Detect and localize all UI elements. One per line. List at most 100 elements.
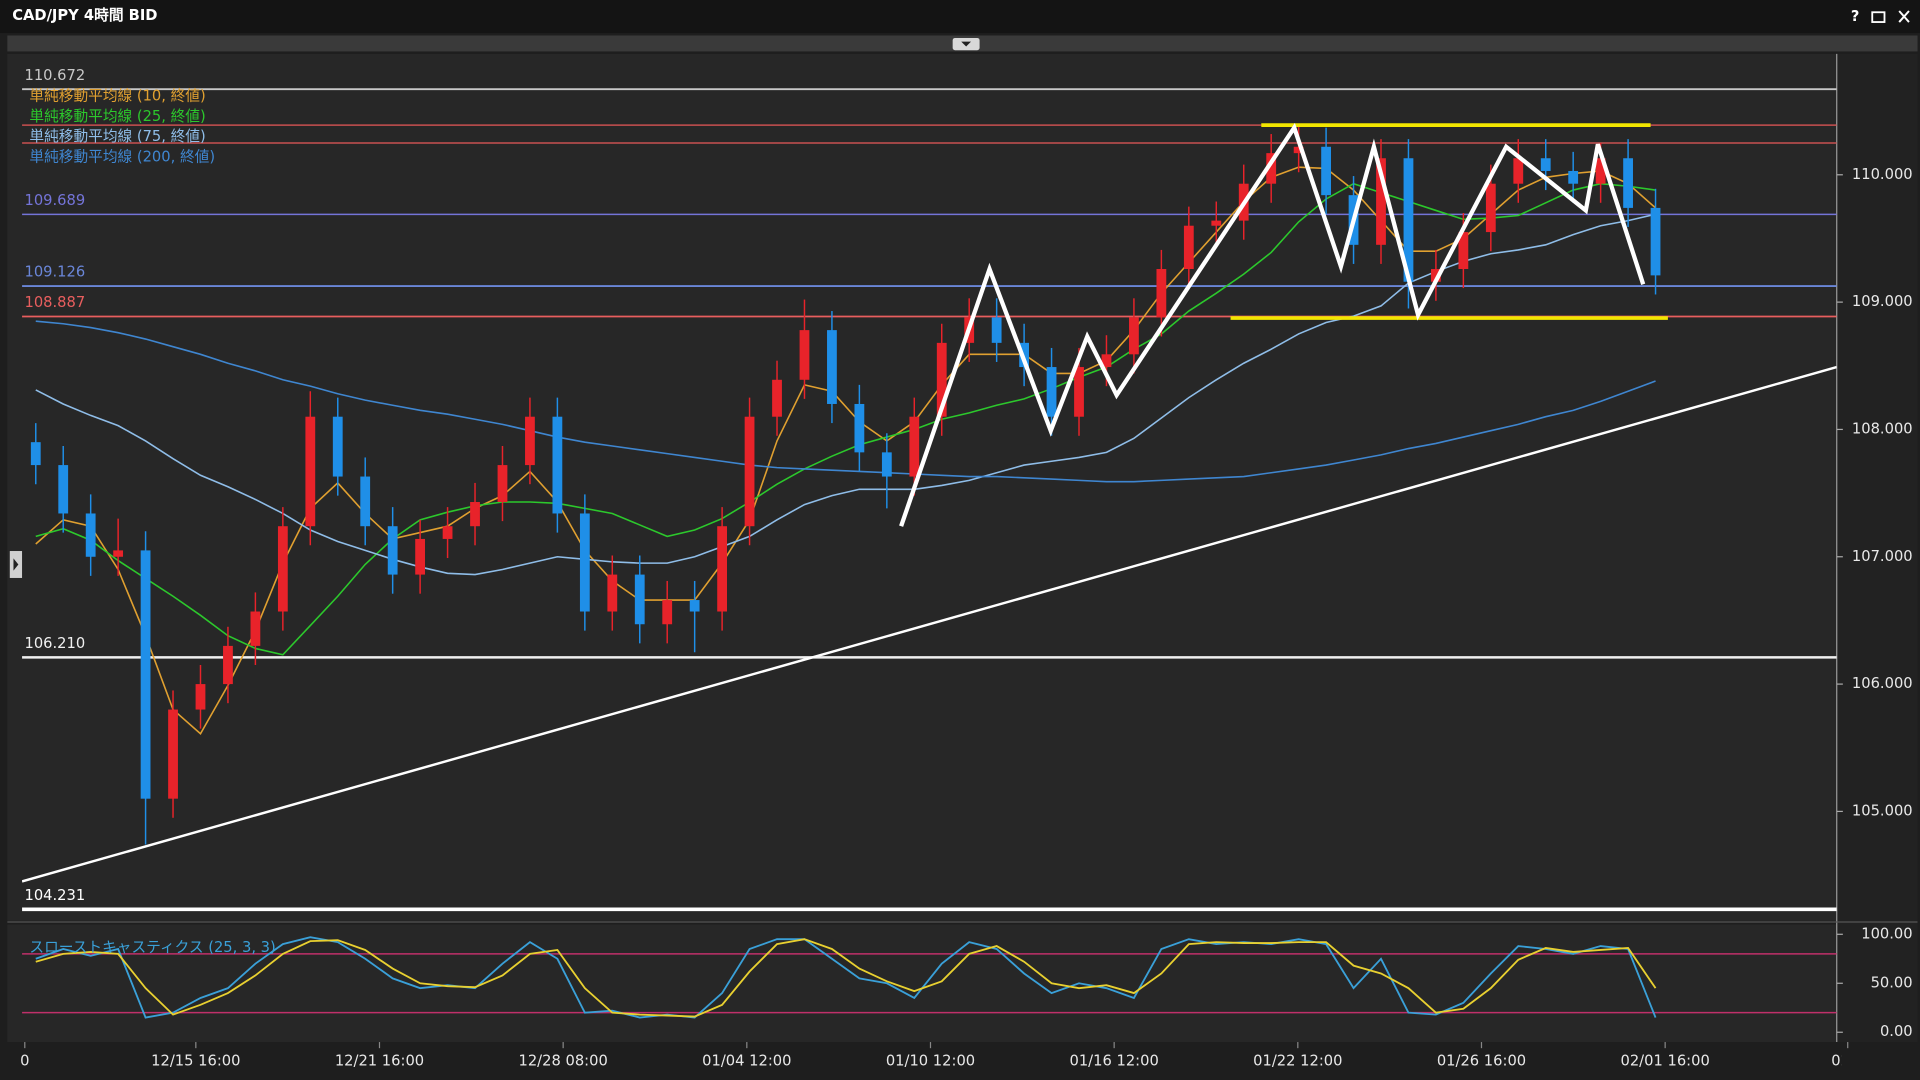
window-title: CAD/JPY 4時間 BID	[12, 6, 157, 24]
y-tick-label: 50.00	[1871, 974, 1913, 991]
help-button[interactable]: ?	[1851, 8, 1860, 25]
candle-body	[195, 684, 206, 710]
maximize-button[interactable]	[1871, 11, 1886, 23]
x-tick-label: 12/21 16:00	[335, 1053, 424, 1070]
candle-body	[85, 513, 96, 557]
y-tick-label: 107.000	[1852, 548, 1913, 565]
moving-average	[35, 320, 1656, 483]
level-label: 110.672	[24, 67, 85, 84]
candle-body	[442, 526, 453, 539]
candle-body	[552, 416, 563, 514]
level-label: 104.231	[24, 887, 85, 904]
stoch-line	[35, 938, 1657, 1018]
candle-body	[579, 513, 590, 612]
candle-body	[1183, 225, 1194, 270]
level-label: 109.689	[24, 192, 85, 209]
candle-body	[30, 442, 41, 466]
candle-body	[827, 330, 837, 404]
drawn-line	[22, 365, 1837, 883]
drawn-line	[899, 122, 1646, 527]
y-tick-label: 110.000	[1852, 166, 1913, 183]
x-tick-label: 01/16 12:00	[1069, 1053, 1158, 1070]
candle-body	[58, 465, 69, 514]
y-tick-label: 0.00	[1880, 1023, 1913, 1040]
x-tick-label: 12/28 08:00	[518, 1053, 607, 1070]
candle-body	[305, 416, 316, 527]
x-tick-label: 01/26 16:00	[1437, 1053, 1526, 1070]
main-plot: 110.672 109.689 109.126 108.887 106.210 104.2…	[22, 67, 1837, 912]
candle-body	[1623, 158, 1633, 208]
candle-body	[717, 526, 728, 612]
candle-body	[1156, 269, 1167, 318]
candle-body	[662, 600, 673, 625]
candle-body	[772, 379, 782, 417]
candle-body	[497, 465, 508, 503]
x-tick-label: 0	[20, 1053, 29, 1070]
y-tick-label: 108.000	[1852, 420, 1913, 437]
level-label: 108.887	[24, 294, 85, 311]
candle-body	[1513, 158, 1524, 184]
candle-body	[1101, 354, 1112, 368]
candle-body	[277, 526, 288, 612]
candle-body	[1458, 232, 1469, 270]
collapse-icon	[961, 41, 972, 47]
candle-body	[1431, 269, 1441, 282]
level-label: 106.210	[24, 635, 85, 652]
title-bar	[0, 0, 1920, 34]
candle-body	[250, 611, 261, 646]
candle-body	[1376, 158, 1386, 245]
candle-body	[936, 342, 947, 417]
y-tick-label: 106.000	[1852, 675, 1913, 692]
level-label: 109.126	[24, 264, 85, 281]
candle-body	[140, 550, 151, 799]
candle-body	[909, 416, 920, 477]
axes: 110.000 109.000 108.000 107.000 106.000 105.0…	[24, 88, 1913, 1049]
side-toggle-icon	[13, 558, 19, 571]
moving-average	[35, 213, 1656, 576]
x-tick-label: 02/01 16:00	[1620, 1053, 1709, 1070]
x-tick-label: 01/22 12:00	[1253, 1053, 1342, 1070]
stoch-plot	[22, 936, 1837, 1019]
x-tick-label: 01/10 12:00	[886, 1053, 975, 1070]
candle-body	[1403, 158, 1414, 282]
candle-body	[1485, 183, 1496, 233]
candle-body	[387, 526, 398, 575]
candle-body	[1074, 367, 1084, 417]
candle-body	[415, 538, 426, 575]
candle-body	[223, 645, 233, 685]
stoch-line	[35, 936, 1657, 1019]
legend-entry: 単純移動平均線 (25, 終値)	[29, 108, 205, 125]
candle-body	[854, 403, 865, 453]
y-tick-label: 109.000	[1852, 293, 1913, 310]
close-button[interactable]	[1898, 10, 1910, 23]
y-tick-label: 100.00	[1861, 925, 1912, 942]
candle-body	[607, 574, 618, 612]
candle-body	[470, 502, 480, 527]
x-tick-label: 12/15 16:00	[151, 1053, 240, 1070]
x-tick-label: 01/04 12:00	[702, 1053, 791, 1070]
candle-body	[1568, 170, 1579, 184]
legend-entry: 単純移動平均線 (200, 終値)	[29, 148, 215, 165]
candle-body	[1650, 207, 1661, 276]
price-axis-area	[1836, 53, 1918, 1043]
main-panel	[7, 53, 1837, 921]
candle-body	[881, 452, 892, 477]
indicator-title: スローストキャスティクス (25, 3, 3)	[29, 939, 275, 956]
candle-body	[799, 330, 810, 380]
candle-body	[634, 574, 645, 625]
candle-body	[1266, 153, 1277, 184]
candle-body	[113, 550, 124, 557]
legend-entry: 単純移動平均線 (75, 終値)	[29, 128, 205, 145]
candle-body	[1540, 158, 1551, 171]
candle-body	[332, 416, 343, 477]
candle-body	[1293, 146, 1304, 154]
stoch-panel	[7, 924, 1837, 1043]
x-axis: 0 12/15 16:00 12/21 16:00 12/28 08:00 01/04 …	[20, 1053, 1864, 1070]
candle-body	[744, 416, 755, 527]
candle-body	[525, 416, 535, 466]
candle-body	[991, 317, 1002, 343]
candle-body	[689, 600, 700, 612]
x-tick-label: 02/0	[1831, 1053, 1864, 1070]
